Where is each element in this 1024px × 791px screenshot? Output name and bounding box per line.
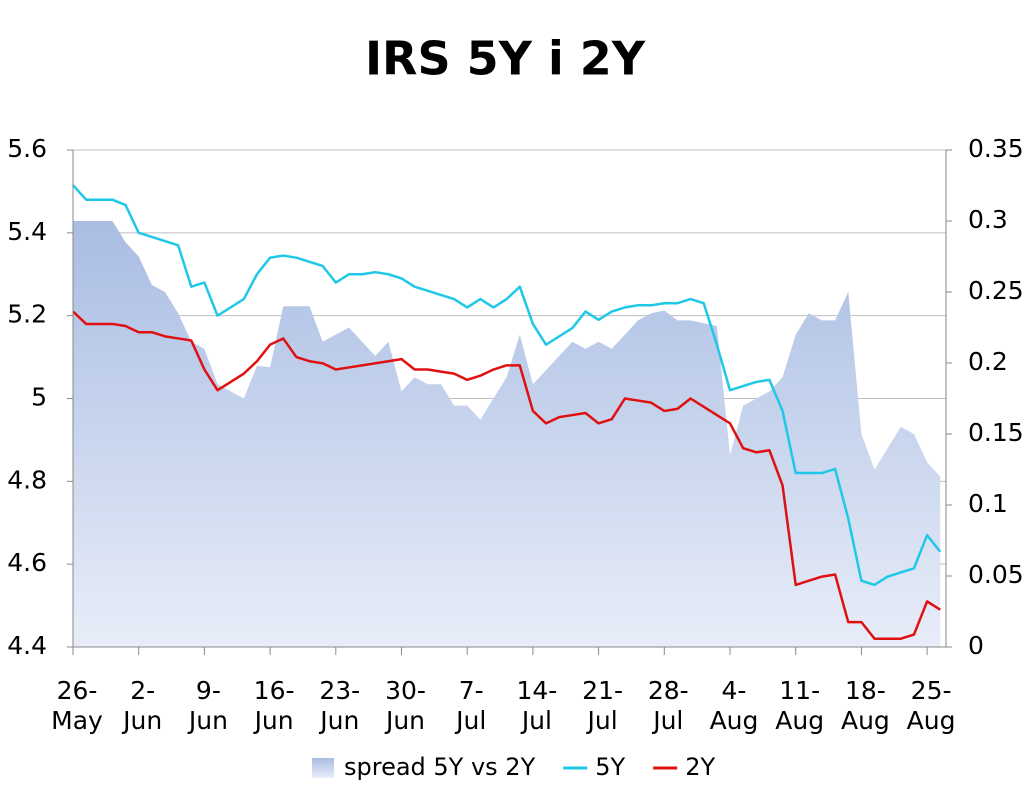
x-tick-label: 26-May	[51, 676, 103, 735]
area-series	[73, 221, 941, 647]
x-tick-label: 21-Jul	[582, 676, 623, 735]
y2-tick-label: 0.35	[968, 134, 1024, 163]
x-tick-label: 11-Aug	[775, 676, 824, 735]
x-tick-label: 30-Jun	[384, 676, 426, 735]
x-tick-label: 16-Jun	[253, 676, 295, 735]
y2-tick-label: 0.25	[968, 276, 1024, 305]
legend-label: 2Y	[685, 753, 715, 781]
legend: spread 5Y vs 2Y 5Y 2Y	[312, 753, 715, 781]
y2-tick-label: 0.05	[968, 560, 1024, 589]
x-tick-label: 23-Jun	[318, 676, 360, 735]
y-tick-label: 5.4	[7, 217, 47, 246]
y-tick-label: 5	[31, 383, 47, 412]
x-tick-label: 28-Jul	[648, 676, 689, 735]
x-tick-label: 18-Aug	[841, 676, 890, 735]
y2-tick-label: 0.15	[968, 418, 1024, 447]
y2-tick-label: 0.1	[968, 489, 1008, 518]
y-tick-label: 5.2	[7, 300, 47, 329]
legend-swatch	[312, 758, 334, 778]
y-tick-label: 4.4	[7, 631, 47, 660]
y2-tick-label: 0	[968, 631, 984, 660]
x-tick-label: 14-Jul	[516, 676, 557, 735]
y2-tick-label: 0.3	[968, 205, 1008, 234]
y2-tick-label: 0.2	[968, 347, 1008, 376]
legend-label: 5Y	[595, 753, 625, 781]
y-tick-label: 5.6	[7, 134, 47, 163]
line-series	[72, 184, 942, 587]
legend-label: spread 5Y vs 2Y	[344, 753, 536, 781]
line-series	[72, 310, 941, 640]
x-tick-label: 9-Jun	[187, 676, 228, 735]
x-tick-label: 25-Aug	[907, 676, 956, 735]
x-tick-label: 7-Jul	[454, 676, 486, 735]
chart-title: IRS 5Y i 2Y	[365, 32, 646, 86]
x-tick-label: 2-Jun	[121, 676, 162, 735]
x-tick-label: 4-Aug	[710, 676, 759, 735]
y-tick-label: 4.6	[7, 548, 47, 577]
y-tick-label: 4.8	[7, 465, 47, 494]
